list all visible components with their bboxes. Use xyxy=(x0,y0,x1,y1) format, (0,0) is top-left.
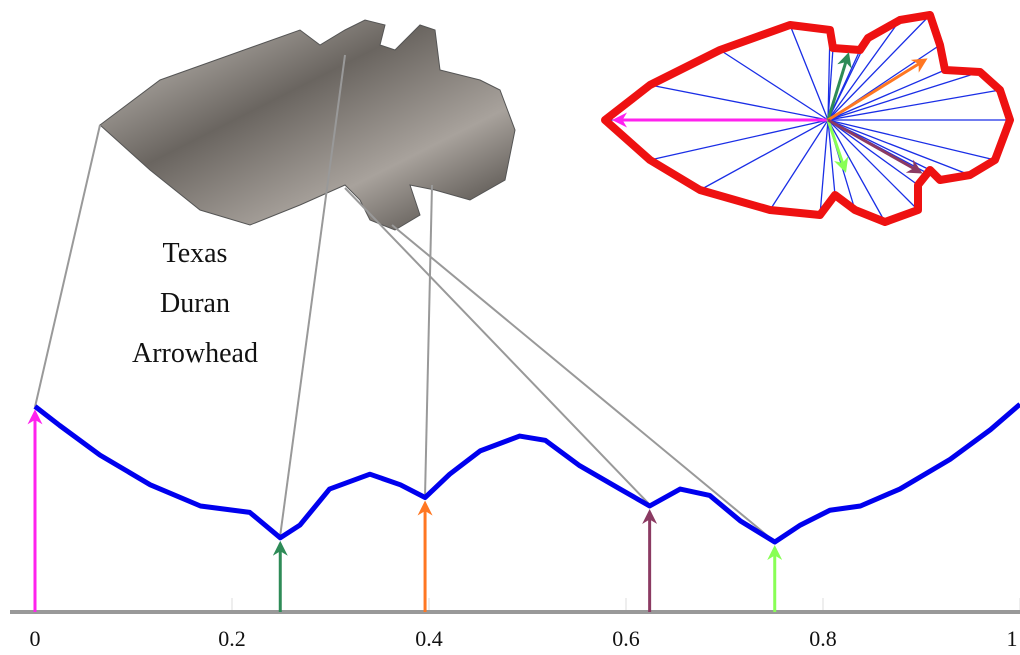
connector xyxy=(34,124,101,408)
ray xyxy=(827,119,919,186)
ray xyxy=(699,119,829,191)
vector xyxy=(827,58,928,122)
x-tick-label: 0.6 xyxy=(612,626,640,651)
x-tick-label: 0 xyxy=(30,626,41,651)
x-tick-label: 0.4 xyxy=(415,626,443,651)
x-tick-label: 1 xyxy=(1007,626,1018,651)
vector xyxy=(826,52,852,121)
ray xyxy=(819,119,829,216)
caption: Texas Duran Arrowhead xyxy=(132,238,258,369)
connector xyxy=(344,187,651,506)
connector-lines xyxy=(34,54,776,543)
ray xyxy=(649,119,829,161)
ray xyxy=(827,119,836,196)
caption-line: Arrowhead xyxy=(132,338,258,369)
vector xyxy=(827,118,923,174)
caption-line: Duran xyxy=(160,288,230,319)
ray xyxy=(827,47,834,121)
ray xyxy=(827,119,886,223)
ray xyxy=(827,71,981,121)
ray xyxy=(719,49,829,121)
ray xyxy=(827,19,901,121)
arrowhead-outline xyxy=(601,11,1014,226)
ray xyxy=(649,84,829,121)
connector xyxy=(279,54,346,538)
ray xyxy=(827,119,996,161)
ray xyxy=(827,119,919,211)
ray xyxy=(827,119,971,176)
ray xyxy=(827,14,931,121)
x-tick-label: 0.8 xyxy=(809,626,837,651)
vector xyxy=(826,119,849,173)
signature-line xyxy=(33,402,1020,545)
ray xyxy=(789,24,829,121)
caption-line: Texas xyxy=(163,238,228,269)
shape-vectors xyxy=(612,52,928,174)
arrowhead-photo xyxy=(99,19,516,231)
ray xyxy=(827,89,1001,121)
connector xyxy=(391,224,776,543)
x-tick-label: 0.2 xyxy=(218,626,246,651)
ray xyxy=(827,69,946,121)
connector xyxy=(424,184,433,498)
ray xyxy=(769,119,829,211)
